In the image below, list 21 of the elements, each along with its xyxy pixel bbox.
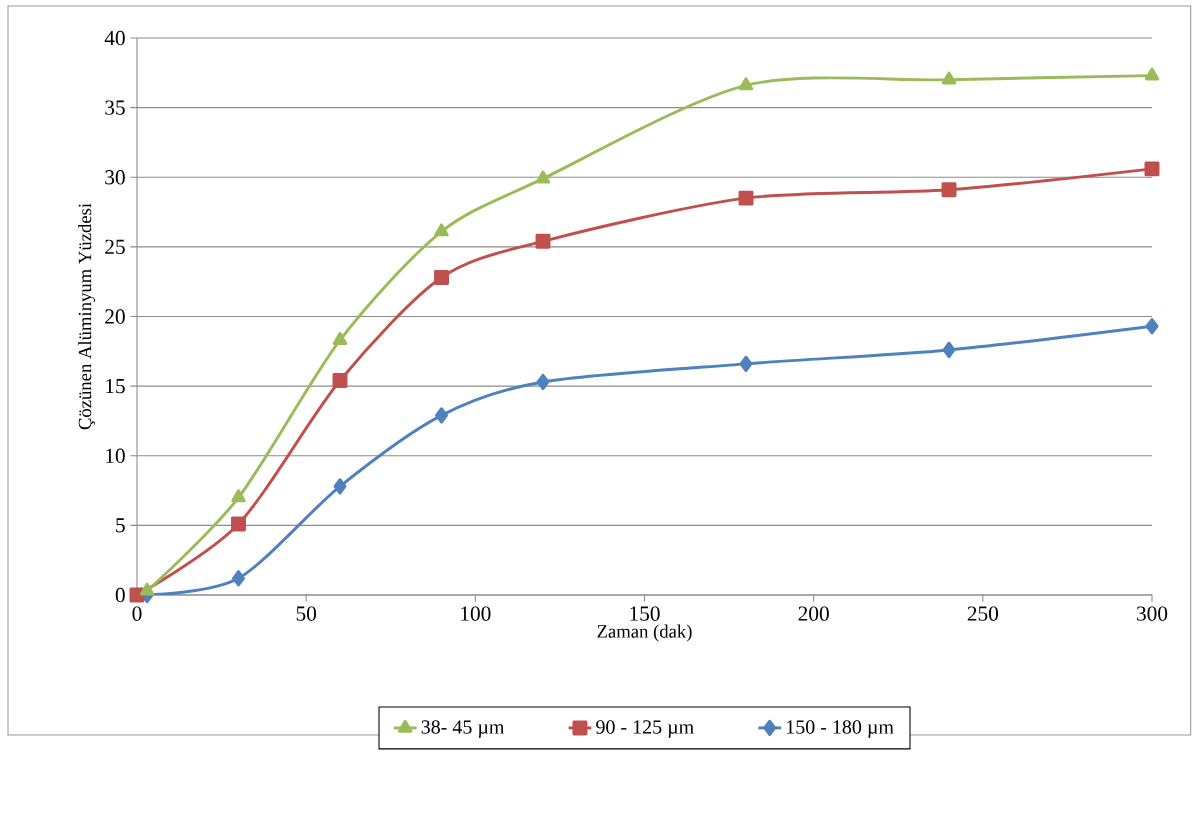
legend-label: 90 - 125 µm <box>596 720 694 738</box>
x-tick-label: 250 <box>967 606 999 621</box>
y-tick-label: 40 <box>104 30 125 46</box>
y-tick-label: 10 <box>106 448 125 463</box>
x-axis-title: Zaman (dak) <box>597 624 692 642</box>
y-tick-label: 30 <box>105 170 125 185</box>
x-tick-label: 150 <box>630 606 660 621</box>
x-tick-label: 200 <box>798 606 829 621</box>
legend-label: 38- 45 µm <box>421 720 505 738</box>
y-tick-label: 35 <box>105 100 125 115</box>
y-tick-label: 5 <box>116 518 125 533</box>
y-axis-title: Çözünen Alüminyum Yüzdesi <box>78 203 96 430</box>
legend-label: 150 - 180 µm <box>787 720 894 738</box>
x-tick-label: 300 <box>1137 606 1168 621</box>
y-tick-label: 20 <box>105 309 125 324</box>
x-tick-label: 0 <box>132 606 142 621</box>
y-tick-label: 25 <box>105 239 125 255</box>
x-tick-label: 50 <box>296 606 317 621</box>
y-tick-label: 0 <box>115 587 125 603</box>
y-tick-label: 15 <box>106 378 125 394</box>
x-tick-label: 100 <box>461 606 491 621</box>
